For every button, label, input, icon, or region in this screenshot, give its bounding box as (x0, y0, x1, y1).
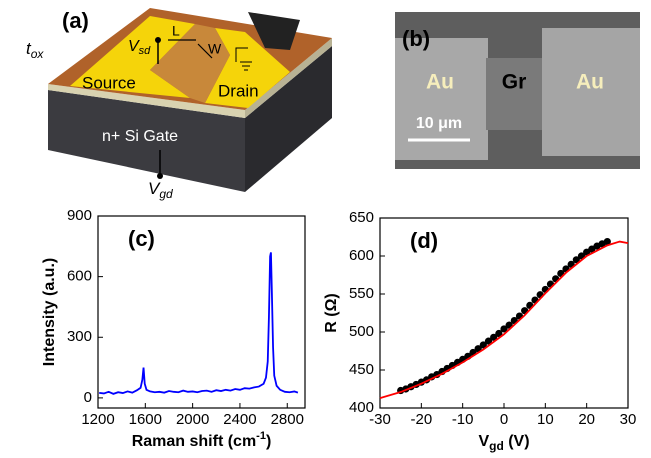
vsd-sub: sd (139, 45, 152, 57)
gate-label: n+ Si Gate (102, 128, 178, 145)
x-axis-label: Vgd (V) (478, 433, 529, 453)
x-tick-label: 2400 (223, 411, 256, 428)
pad-label: Au (426, 71, 454, 94)
length-label: L (172, 23, 180, 39)
y-axis-label: Intensity (a.u.) (41, 258, 58, 366)
y-axis-label: R (Ω) (323, 293, 340, 332)
y-tick-label: 900 (67, 207, 92, 224)
data-line (99, 252, 298, 393)
device-illustration: (a) tox Vsd L W Source Drain n+ Si Gate … (26, 8, 332, 201)
x-tick-label: 1600 (129, 411, 162, 428)
panel-label: (d) (410, 228, 438, 253)
panel-label: (a) (62, 8, 89, 33)
sem-image: (b) Au Gr Au 10 μm (395, 12, 640, 169)
x-label-sub: gd (489, 439, 504, 453)
x-label-tail: (V) (504, 433, 530, 450)
x-label-sup: -1 (256, 430, 266, 442)
tox-label: tox (26, 39, 44, 61)
x-tick-label: 2800 (271, 411, 304, 428)
y-tick-label: 500 (349, 323, 374, 340)
drain-label: Drain (218, 81, 259, 100)
source-label: Source (82, 73, 136, 92)
panel-label: (b) (402, 26, 430, 51)
y-tick-label: 400 (349, 399, 374, 416)
probe-dot (155, 37, 161, 43)
x-tick-label: -20 (410, 411, 432, 428)
gate-dot (157, 173, 163, 179)
x-tick-label: 20 (578, 411, 595, 428)
width-label: W (208, 41, 222, 57)
channel-label: Gr (502, 71, 527, 94)
x-tick-label: 0 (500, 411, 508, 428)
graphene (486, 58, 546, 130)
vgd-sub: gd (159, 187, 173, 201)
y-tick-label: 300 (67, 328, 92, 345)
x-label-text: V (478, 433, 489, 450)
x-label-tail: ) (266, 433, 271, 450)
x-label-text: Raman shift (cm (132, 433, 256, 450)
vgd-label: Vgd (148, 179, 173, 201)
data-line (380, 242, 628, 399)
pad-label: Au (576, 71, 604, 94)
y-tick-label: 650 (349, 209, 374, 226)
scale-label: 10 μm (416, 115, 462, 132)
x-tick-label: -10 (452, 411, 474, 428)
y-tick-label: 550 (349, 285, 374, 302)
y-tick-label: 450 (349, 361, 374, 378)
x-axis-label: Raman shift (cm-1) (132, 430, 272, 450)
y-tick-label: 0 (84, 389, 92, 406)
y-tick-label: 600 (349, 247, 374, 264)
x-tick-label: 30 (620, 411, 637, 428)
panel-label: (c) (128, 226, 155, 251)
figure: (a) tox Vsd L W Source Drain n+ Si Gate … (0, 0, 651, 453)
y-tick-label: 600 (67, 268, 92, 285)
tox-sub: ox (31, 47, 45, 61)
left-pad (395, 38, 488, 160)
x-tick-label: 10 (537, 411, 554, 428)
x-tick-label: 2000 (176, 411, 209, 428)
x-tick-label: 1200 (81, 411, 114, 428)
